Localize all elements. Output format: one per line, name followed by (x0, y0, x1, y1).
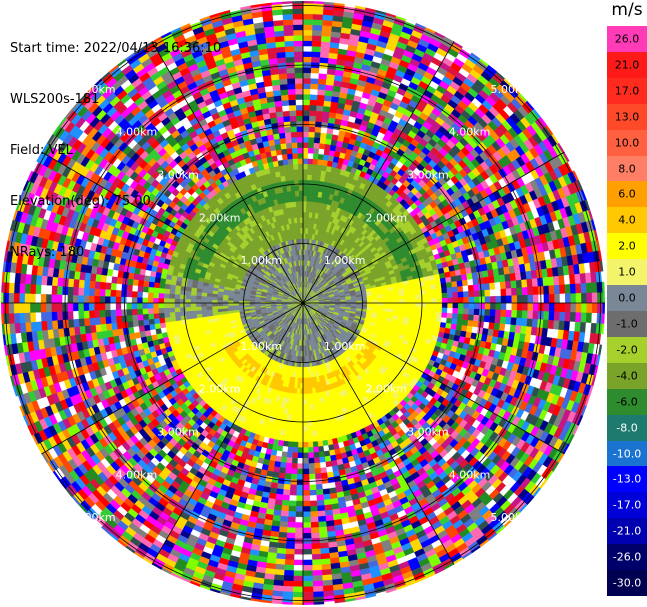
scan-info: Start time: 2022/04/13 16:36:10 WLS200s-… (10, 6, 221, 278)
azimuth-spoke (151, 302, 304, 565)
range-ring-label: 2.00km (366, 211, 408, 224)
colorbar-tick-label: 8.0 (618, 162, 636, 175)
instrument-name: WLS200s-181 (10, 92, 100, 107)
azimuth-spokes (1, 1, 605, 605)
range-ring-label: 4.00km (449, 468, 491, 481)
colorbar-segment (607, 285, 647, 312)
colorbar-tick-label: -21.0 (612, 524, 642, 538)
range-ring-label: 2.00km (366, 383, 408, 396)
colorbar-tick-label: -1.0 (616, 317, 638, 331)
colorbar-segment (607, 233, 647, 260)
colorbar-segment (607, 388, 647, 416)
colorbar-tick-label: -10.0 (612, 447, 642, 460)
azimuth-spoke (302, 302, 455, 565)
range-ring-label: 1.00km (241, 254, 283, 267)
colorbar-tick-label: 13.0 (614, 110, 640, 124)
field-text: Field: VEL (10, 143, 73, 158)
range-ring-label: 3.00km (407, 426, 449, 439)
colorbar-segment (607, 466, 647, 493)
range-ring-label: 2.00km (199, 383, 241, 396)
colorbar-segment (607, 518, 647, 545)
colorbar-tick-label: -17.0 (612, 498, 642, 512)
azimuth-spoke (151, 41, 304, 304)
range-ring-label: 3.00km (157, 168, 199, 181)
azimuth-spoke (41, 151, 304, 304)
colorbar-tick-label: -8.0 (616, 421, 638, 435)
range-ring-label: 4.00km (116, 126, 158, 139)
colorbar-segment (607, 259, 647, 286)
colorbar-segment (607, 362, 647, 390)
elevation-text: Elevation(deg): 75.00 (10, 194, 151, 209)
colorbar-segment (607, 544, 647, 571)
nrays-text: NRays: 180 (10, 245, 85, 260)
colorbar-tick-label: -2.0 (616, 343, 638, 357)
range-ring-label: 2.00km (199, 211, 241, 224)
range-ring-label: 1.00km (324, 254, 366, 267)
azimuth-spoke (41, 302, 304, 455)
range-ring-label: 5.00km (74, 83, 116, 96)
colorbar: 26.0 21.0 17.0 13.0 10.0 8.0 6.0 4.0 2.0 1.0 0.0 -1… (607, 26, 647, 597)
colorbar-tick-label: 21.0 (614, 58, 640, 72)
colorbar-tick-label: 2.0 (618, 239, 636, 253)
range-ring-label: 5.00km (490, 511, 532, 524)
colorbar-segment (607, 181, 647, 208)
colorbar-tick-label: -30.0 (612, 576, 642, 590)
azimuth-spoke (302, 302, 565, 455)
colorbar-tick-label: 4.0 (618, 213, 636, 227)
colorbar-segment (607, 26, 647, 53)
colorbar-segment (607, 155, 647, 182)
colorbar-tick-label: -13.0 (612, 472, 642, 486)
colorbar-segment (607, 414, 647, 442)
range-ring-label: 1.00km (324, 340, 366, 353)
colorbar-segment (607, 440, 647, 467)
colorbar-tick-label: 10.0 (614, 136, 640, 150)
colorbar-tick-label: 0.0 (618, 291, 636, 305)
colorbar-segment (607, 77, 647, 105)
colorbar-segment (607, 51, 647, 79)
range-ring-label: 5.00km (74, 511, 116, 524)
range-ring-label: 3.00km (157, 426, 199, 439)
colorbar-segment (607, 570, 647, 597)
colorbar-tick-label: 6.0 (618, 187, 636, 201)
colorbar-segment (607, 492, 647, 519)
colorbar-segment (607, 129, 647, 157)
azimuth-spoke (302, 151, 565, 304)
range-ring-label: 3.00km (407, 168, 449, 181)
range-ring-label: 5.00km (490, 83, 532, 96)
start-time-text: Start time: 2022/04/13 16:36:10 (10, 41, 222, 56)
colorbar-segment (607, 207, 647, 234)
colorbar-tick-label: 17.0 (614, 84, 640, 98)
colorbar-segment (607, 336, 647, 364)
azimuth-spoke (302, 41, 455, 304)
colorbar-tick-label: -26.0 (612, 550, 642, 564)
range-ring-labels: 1.00km 1.00km 1.00km 1.00km 2.00km 2.00km 2.00… (74, 83, 532, 524)
range-ring-label: 4.00km (116, 468, 158, 481)
colorbar-tick-label: 26.0 (614, 32, 640, 46)
range-ring-label: 4.00km (449, 126, 491, 139)
colorbar-segment (607, 311, 647, 338)
colorbar-tick-label: -4.0 (616, 369, 638, 383)
colorbar-tick-label: -6.0 (616, 395, 638, 409)
colorbar-tick-label: 1.0 (618, 265, 636, 279)
colorbar-segment (607, 103, 647, 131)
range-ring-label: 1.00km (241, 340, 283, 353)
colorbar-unit: m/s (611, 0, 643, 20)
